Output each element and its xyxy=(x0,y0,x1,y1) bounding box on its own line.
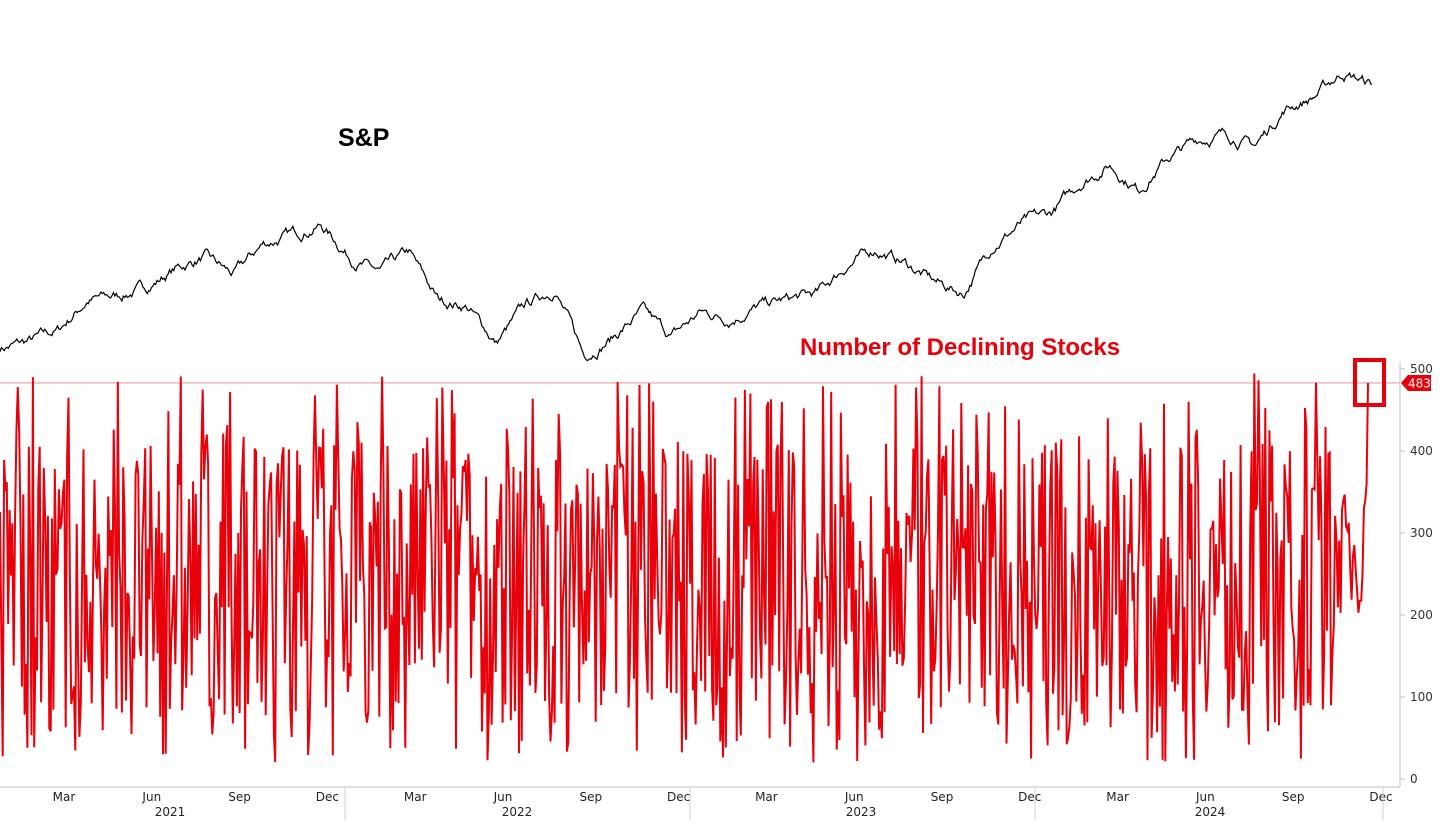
declining-line xyxy=(0,373,1369,763)
x-month-label: Mar xyxy=(1106,790,1129,804)
x-axis-months: Mar Jun Sep Dec Mar Jun Sep Dec Mar Jun Sep Dec Mar J… xyxy=(53,790,1393,804)
x-year-label: 2021 xyxy=(155,805,186,819)
x-month-label: Jun xyxy=(141,790,161,804)
declining-series xyxy=(0,373,1369,763)
x-month-label: Jun xyxy=(493,790,513,804)
x-month-label: Dec xyxy=(1369,790,1392,804)
x-year-label: 2022 xyxy=(502,805,533,819)
last-value-tag-text: 483 xyxy=(1408,376,1431,390)
declining-label: Number of Declining Stocks xyxy=(800,334,1120,361)
x-month-label: Mar xyxy=(404,790,427,804)
x-axis-years: 2021 2022 2023 2024 xyxy=(155,788,1384,820)
y-tick-label: 0 xyxy=(1410,772,1418,786)
y-axis: 0 100 200 300 400 500 xyxy=(1400,362,1433,786)
y-tick-label: 200 xyxy=(1410,608,1433,622)
x-month-label: Dec xyxy=(316,790,339,804)
x-month-label: Sep xyxy=(228,790,251,804)
x-year-label: 2023 xyxy=(846,805,877,819)
x-month-label: Jun xyxy=(844,790,864,804)
x-month-label: Sep xyxy=(1282,790,1305,804)
y-tick-label: 500 xyxy=(1410,362,1433,376)
x-month-label: Mar xyxy=(53,790,76,804)
last-value-tag: 483 xyxy=(1401,374,1431,391)
y-tick-label: 400 xyxy=(1410,444,1433,458)
x-month-label: Sep xyxy=(579,790,602,804)
y-tick-label: 100 xyxy=(1410,690,1433,704)
x-month-label: Jun xyxy=(1195,790,1215,804)
sp-label: S&P xyxy=(338,124,389,152)
x-month-label: Dec xyxy=(1018,790,1041,804)
y-tick-label: 300 xyxy=(1410,526,1433,540)
x-month-label: Dec xyxy=(667,790,690,804)
x-month-label: Mar xyxy=(755,790,778,804)
sp-line xyxy=(0,71,1373,362)
x-year-label: 2024 xyxy=(1195,805,1226,819)
highlight-box xyxy=(1353,358,1386,407)
last-value-tag-shape xyxy=(1401,374,1431,391)
sp-series xyxy=(0,71,1373,362)
x-month-label: Sep xyxy=(931,790,954,804)
